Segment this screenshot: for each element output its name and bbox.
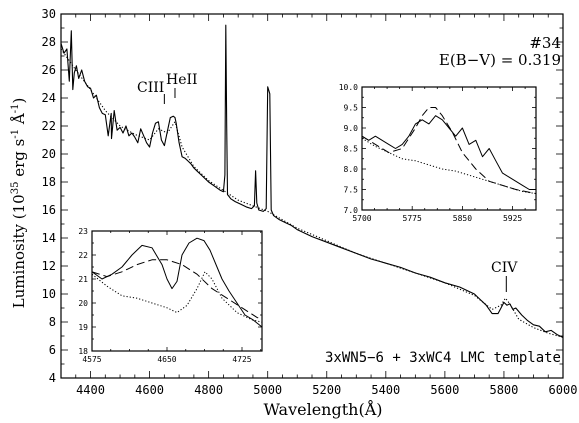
inset-panel-civ: 5700 5775 5850 5925 7.0 7.5 8.0 8.5 9.0 9.5 10.0 [339,83,537,223]
y-tick-label: 7.0 [344,206,359,215]
y-axis-label-part: ) [10,98,28,104]
y-tick-label: 18 [78,347,88,356]
y-tick-label: 22 [42,119,56,133]
x-tick-label: 5600 [430,383,459,397]
y-tick-label: 12 [42,259,56,273]
reddening-label: E(B−V) = 0.319 [439,51,561,69]
x-tick-label: 5850 [453,214,472,223]
y-tick-label: 16 [42,203,56,217]
x-axis-label: Wavelength(Å) [263,399,382,419]
y-tick-label: 8.5 [344,144,359,153]
y-tick-label: 10.0 [339,83,358,92]
x-tick-label: 5775 [403,214,422,223]
series-line-solid [92,237,262,328]
y-tick-label: 23 [78,227,88,236]
series-line-dashed [362,107,536,195]
y-tick-label: 22 [78,251,88,260]
x-tick-label: 5000 [253,383,282,397]
inset-panel-heii: 4575 4650 4725 18 19 20 21 22 23 [78,227,263,364]
y-tick-label: 20 [42,147,56,161]
y-axis-label-exponent: 35 [10,182,21,195]
y-tick-label: 19 [78,323,88,332]
y-tick-label: 24 [42,91,56,105]
template-label: 3xWN5−6 + 3xWC4 LMC template [325,350,561,366]
plot-frame [91,230,263,352]
y-tick-label: 4 [49,371,56,385]
y-tick-label: 20 [78,299,88,308]
series-line-dashed [92,259,262,321]
y-tick-label: 28 [42,35,56,49]
x-tick-label: 6000 [549,383,578,397]
series-line-dotted [92,271,262,323]
y-tick-label: 8.0 [344,165,359,174]
x-tick-label: 4575 [82,355,101,364]
x-tick-label: 5800 [489,383,518,397]
y-tick-label: 7.5 [344,185,359,194]
y-tick-label: 9.5 [344,103,359,112]
series-line-dotted [61,48,563,338]
ciii-line-label: CIII [137,80,164,96]
y-axis-label-part: erg s [10,139,28,182]
y-tick-label: 18 [42,175,56,189]
y-tick-label: 26 [42,63,56,77]
civ-line-label: CIV [491,260,518,276]
x-tick-label: 4725 [232,355,251,364]
x-tick-label: 4650 [157,355,176,364]
y-tick-label: 9.0 [344,124,359,133]
y-axis-label-exponent: -1 [10,129,21,139]
x-tick-label: 4400 [76,383,105,397]
star-id-label: #34 [529,34,561,52]
x-tick-label: 4600 [135,383,164,397]
x-tick-label: 5925 [503,214,522,223]
series-line-dotted [362,137,536,195]
series-line-solid [61,24,563,338]
y-tick-label: 30 [42,7,56,21]
y-tick-label: 14 [42,231,56,245]
y-tick-label: 21 [78,275,88,284]
y-axis-label: Luminosity (1035 erg s-1 Å-1) [10,98,28,309]
x-tick-label: 5200 [312,383,341,397]
x-tick-label: 5700 [352,214,371,223]
heii-line-label: HeII [166,72,198,88]
y-tick-label: 10 [42,287,56,301]
x-tick-label: 5400 [371,383,400,397]
series-line-solid [362,115,536,190]
y-tick-label: 8 [49,315,56,329]
x-tick-label: 4800 [194,383,223,397]
y-tick-label: 6 [49,343,56,357]
plot-frame [361,86,537,211]
y-axis-label-part: Å [10,113,28,129]
y-axis-label-exponent: -1 [10,104,21,114]
y-axis-label-part: Luminosity (10 [10,194,28,308]
